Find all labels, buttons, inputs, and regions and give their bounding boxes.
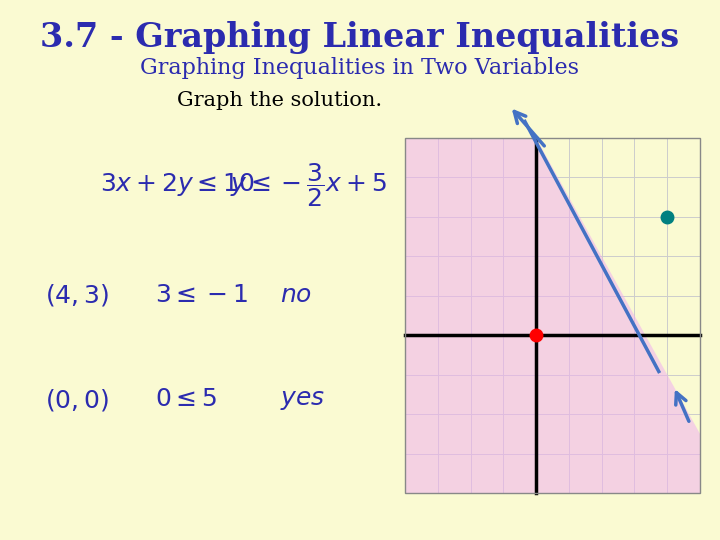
Bar xyxy=(405,138,700,493)
Text: $yes$: $yes$ xyxy=(280,388,325,411)
Text: Graphing Inequalities in Two Variables: Graphing Inequalities in Two Variables xyxy=(140,57,580,79)
Text: $3\leq-1$: $3\leq-1$ xyxy=(155,284,248,307)
Text: $(4,3)$: $(4,3)$ xyxy=(45,282,109,308)
Text: $y\leq-\dfrac{3}{2}x+5$: $y\leq-\dfrac{3}{2}x+5$ xyxy=(230,161,387,209)
Text: $(0,0)$: $(0,0)$ xyxy=(45,387,109,413)
Polygon shape xyxy=(405,138,700,493)
Text: $3x+2y\leq10$: $3x+2y\leq10$ xyxy=(100,172,255,199)
Text: Graph the solution.: Graph the solution. xyxy=(177,91,382,110)
Text: $0\leq5$: $0\leq5$ xyxy=(155,388,217,411)
Text: $no$: $no$ xyxy=(280,284,312,307)
Text: 3.7 - Graphing Linear Inequalities: 3.7 - Graphing Linear Inequalities xyxy=(40,22,680,55)
